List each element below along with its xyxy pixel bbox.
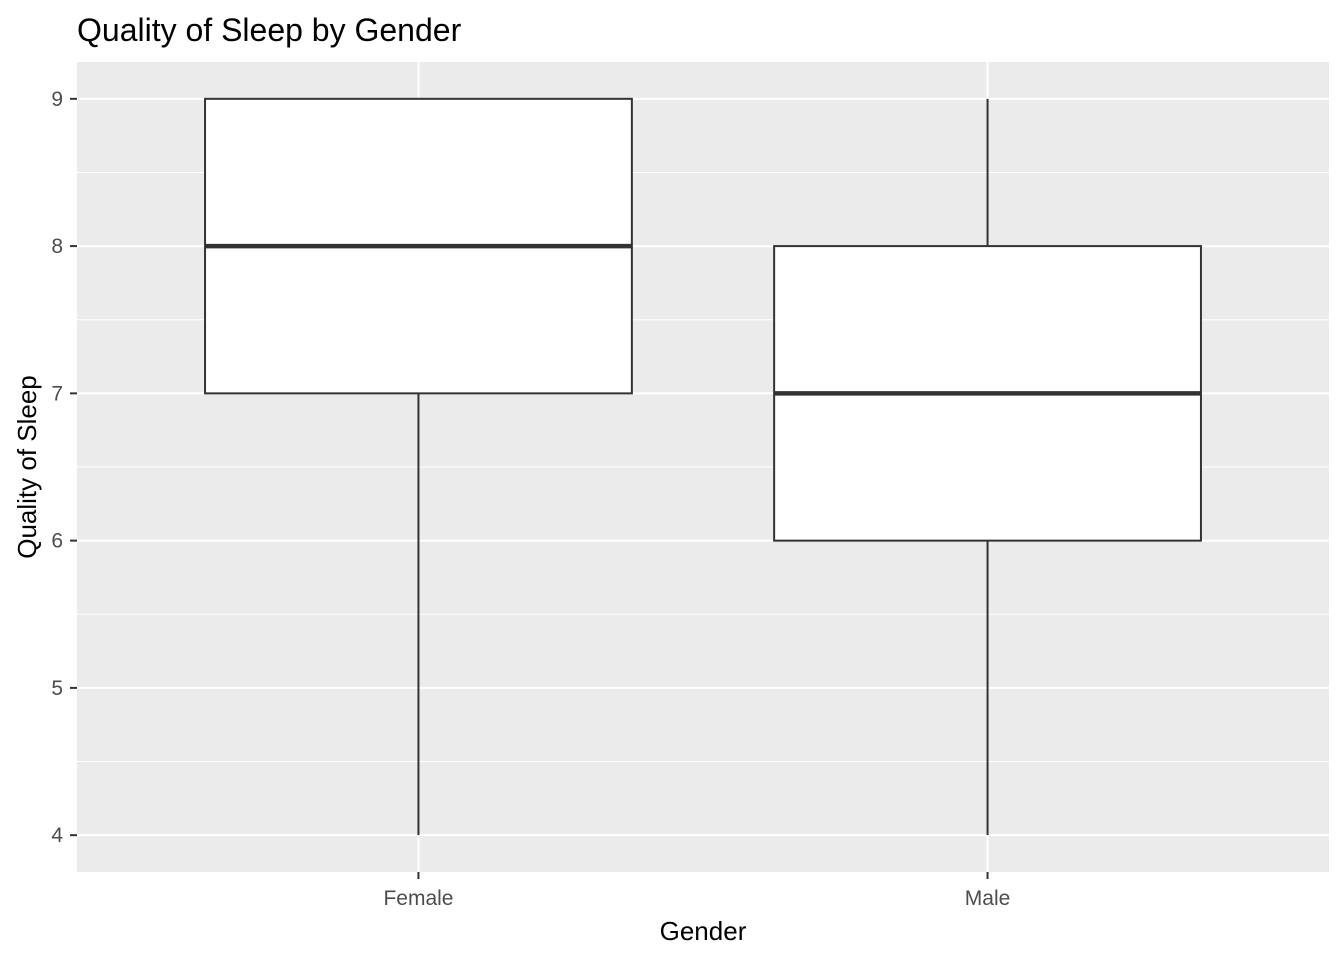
y-tick-label: 6 [51,530,63,553]
y-tick-label: 4 [51,824,63,847]
box-female [204,97,633,836]
x-tick-label: Female [383,887,453,910]
y-tick-label: 9 [51,88,63,111]
boxes [204,97,1202,836]
y-tick-label: 5 [51,677,63,700]
y-tick-label: 7 [51,382,63,405]
axes: 4 5 6 7 8 9 Female Male [51,88,1010,910]
x-tick-label: Male [965,887,1011,910]
y-tick-label: 8 [51,235,63,258]
box-male [773,98,1202,836]
chart-title: Quality of Sleep by Gender [77,12,462,48]
y-axis-title: Quality of Sleep [12,375,42,559]
x-axis-title: Gender [660,916,747,946]
